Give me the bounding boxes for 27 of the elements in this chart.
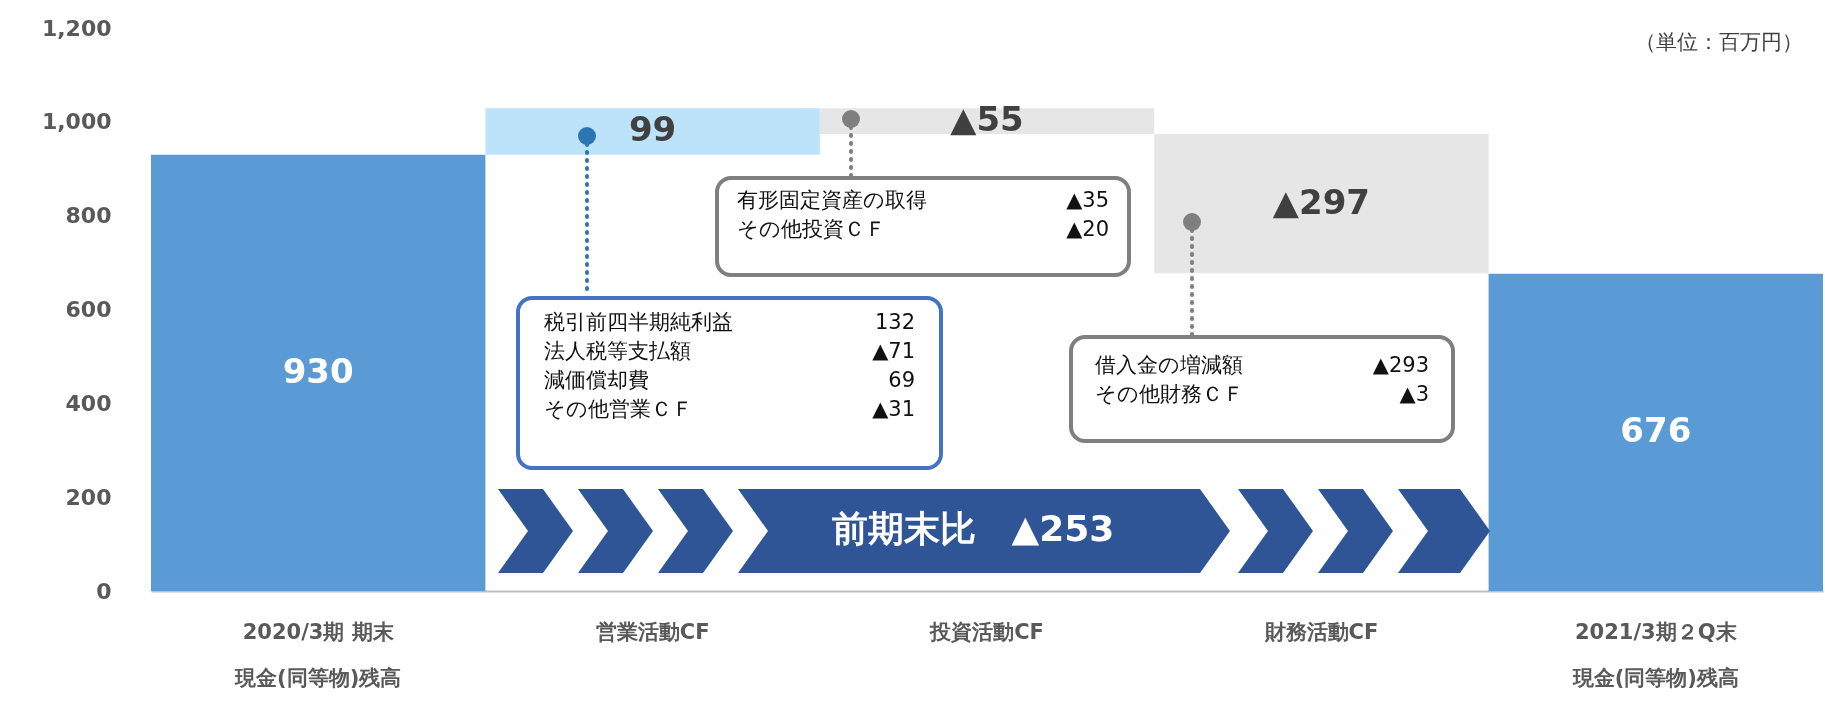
y-tick-label: 400 — [65, 390, 112, 416]
annotation: （単位：百万円） — [1635, 29, 1803, 56]
bar — [485, 108, 820, 155]
x-tick-label: 2020/3期 期末現金(同等物)残高 — [234, 619, 402, 690]
callout-box: 借入金の増減額 ▲293 その他財務ＣＦ ▲3 — [1069, 335, 1455, 443]
bar — [151, 154, 486, 591]
x-tick-label: 投資活動CF — [929, 619, 1044, 644]
data-label: ▲55 — [950, 99, 1024, 140]
y-tick-label: 0 — [96, 578, 112, 604]
bar — [1488, 273, 1823, 591]
data-label: ▲297 — [1272, 181, 1370, 222]
y-tick-label: 800 — [65, 203, 112, 229]
y-tick-label: 1,200 — [41, 15, 112, 41]
data-label: 930 — [282, 350, 354, 391]
bar — [1154, 134, 1489, 274]
x-tick-label: 2021/3期２Q末現金(同等物)残高 — [1571, 619, 1739, 690]
bar — [819, 108, 1155, 135]
y-tick-label: 1,000 — [41, 109, 112, 135]
callout-box: 税引前四半期純利益 132 法人税等支払額 ▲71 減価償却費 69 その他営業ＣＦ ▲31 — [516, 296, 943, 470]
y-tick-label: 200 — [65, 484, 112, 510]
x-tick-label: 財務活動CF — [1263, 619, 1379, 644]
data-label: 676 — [1620, 410, 1692, 451]
callout-box: 有形固定資産の取得 ▲35 その他投資ＣＦ ▲20 — [715, 176, 1131, 277]
data-label: 99 — [628, 109, 677, 150]
x-tick-label: 営業活動CF — [595, 619, 710, 644]
y-tick-label: 600 — [65, 297, 112, 322]
annotation: 前期末比 ▲253 — [830, 507, 1116, 551]
